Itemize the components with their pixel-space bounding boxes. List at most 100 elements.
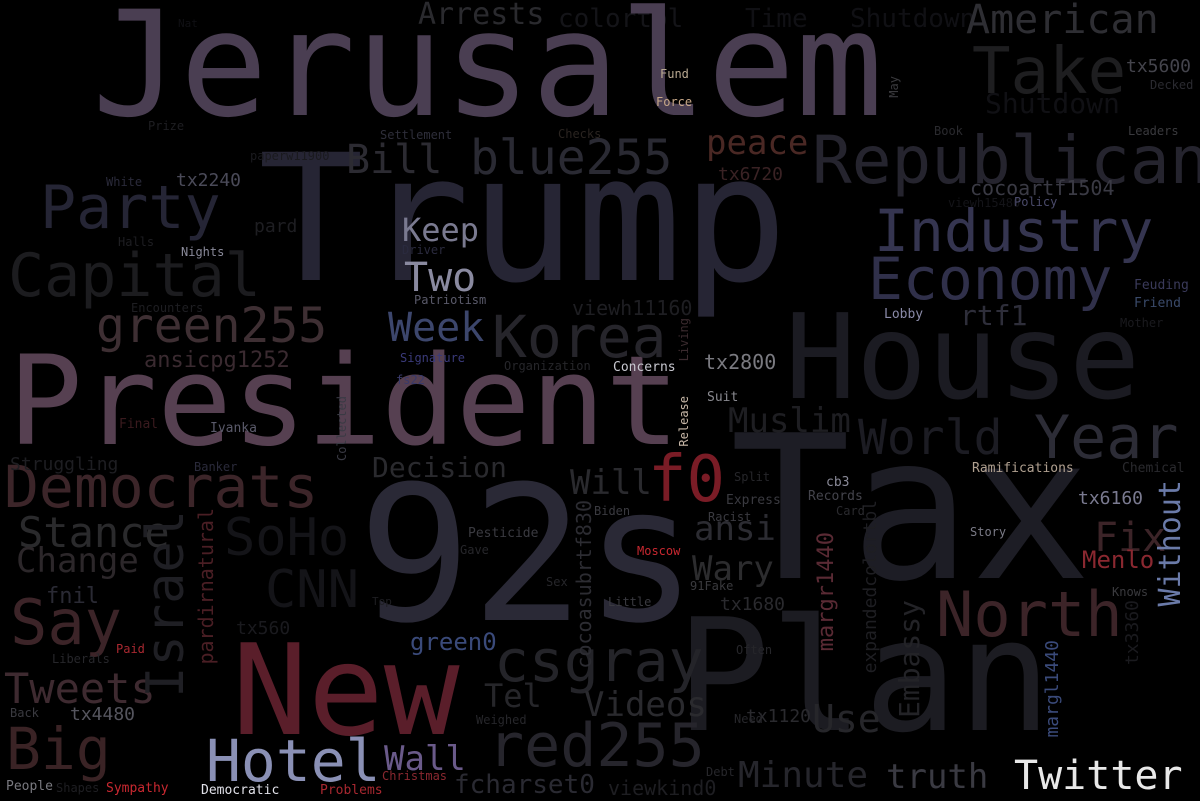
word-prize: Prize <box>148 119 185 133</box>
word-tweets: Tweets <box>4 664 156 713</box>
word-time: Time <box>745 4 808 34</box>
word-party: Party <box>40 173 221 243</box>
word-book: Book <box>934 124 963 138</box>
word-pesticide: Pesticide <box>468 526 539 541</box>
word-trump: Trump <box>258 117 788 322</box>
word-colortbl: colortbl <box>558 4 684 34</box>
word-debt: Debt <box>706 765 735 779</box>
word-rtf1: rtf1 <box>960 299 1028 332</box>
word-house: House <box>785 288 1141 426</box>
word-republican: Republican <box>812 122 1200 199</box>
word-cocoartf1504: cocoartf1504 <box>970 176 1115 200</box>
word-card: Card <box>836 504 865 518</box>
word-ansi: ansi <box>694 509 776 549</box>
word-shapes: Shapes <box>56 781 100 795</box>
word-margl1440: tx3360 <box>1122 600 1143 666</box>
word-say: Say <box>10 586 122 659</box>
word-settlement: Settlement <box>380 128 453 142</box>
word-week: Week <box>388 305 485 351</box>
word-expandedcolortbl: pardirnatural <box>194 508 218 665</box>
word-capital: Capital <box>8 241 261 311</box>
word-often: Often <box>736 643 773 657</box>
word-organization: Organization <box>504 359 591 373</box>
word-will: Will <box>570 463 652 503</box>
word-ansicpg1252: ansicpg1252 <box>144 348 290 373</box>
word-tx3360: expandedcolortbl <box>860 500 881 674</box>
word-stance: Stance <box>18 508 170 557</box>
word-minute: Minute <box>738 755 869 796</box>
word-world: World <box>858 410 1003 466</box>
word-truth: truth <box>886 757 989 797</box>
word-split: Split <box>734 470 771 484</box>
word-green0: green0 <box>410 628 497 656</box>
word-tx5600: tx5600 <box>1126 56 1192 77</box>
word-release: Final <box>119 417 159 432</box>
word-viewkind0: viewkind0 <box>608 776 717 800</box>
word-problems: Problems <box>320 783 383 798</box>
word-tx1680: tx1680 <box>720 594 786 615</box>
word-take: Take <box>972 35 1127 109</box>
word-new: New <box>232 617 460 764</box>
word-tx6720: tx6720 <box>718 164 784 185</box>
word-92s: 92s <box>358 446 698 665</box>
word-tx4480: tx4480 <box>70 704 136 725</box>
word-soho: SoHo <box>224 508 350 568</box>
word-tax: Tax <box>730 393 1092 626</box>
word-wary: Wary <box>692 549 774 589</box>
word-shutdown: Shutdown <box>985 87 1120 120</box>
word-fnil: fnil <box>46 584 99 609</box>
word-use: Use <box>812 697 881 741</box>
word-final: Living <box>677 318 691 362</box>
word-paid: Paid <box>116 642 145 656</box>
word-big: Big <box>6 715 111 783</box>
word-91fake: 91Fake <box>690 579 734 593</box>
word-plan: Plan <box>676 585 1052 767</box>
word-fs22: fs22 <box>396 373 425 387</box>
word-people: People <box>6 779 53 794</box>
word-collected: Banker <box>194 460 238 474</box>
word-tx6160: tx6160 <box>1078 488 1144 509</box>
word-change: Change <box>16 541 139 581</box>
word-patriotism: Patriotism <box>414 293 487 307</box>
word-wall: Wall <box>384 739 466 779</box>
word-top: Top <box>372 595 392 608</box>
word-keep: Keep <box>402 211 480 249</box>
word-bill: Bill <box>346 137 443 183</box>
word-pardirnatural: cocoasubrtf830 <box>572 500 596 669</box>
word-signature: Signature <box>400 351 466 365</box>
word-concerns: Concerns <box>613 360 676 375</box>
word-tx560: tx560 <box>236 618 291 639</box>
word-white: White <box>106 175 143 189</box>
word-csgray: csgray <box>494 627 704 695</box>
word-banker: Collected <box>335 396 349 462</box>
word-hotel: Hotel <box>206 727 381 795</box>
word-fix: Fix <box>1094 515 1167 561</box>
word-peace: peace <box>706 123 809 163</box>
word-records: Records <box>808 489 863 504</box>
word-friend: Friend <box>1134 296 1181 311</box>
word-embassy: Embassy <box>893 600 926 719</box>
word-muslim: Muslim <box>728 401 851 441</box>
word-little: Little <box>608 595 652 609</box>
word-pard: pard <box>254 216 298 237</box>
word-jerusalem: Jerusalem <box>92 0 884 150</box>
word-moscow: Moscow <box>637 544 681 558</box>
word-story: Story <box>970 525 1007 539</box>
word-without: Without <box>1153 480 1188 607</box>
word-tx2240: tx2240 <box>176 170 242 191</box>
word-industry: Industry <box>874 197 1154 265</box>
word-force: Force <box>656 95 693 109</box>
word-knows: Knows <box>1112 585 1149 599</box>
word-sympathy: Sympathy <box>106 781 169 796</box>
word-tel: Tel <box>484 677 542 715</box>
word-encounters: Encounters <box>131 301 204 315</box>
word-f0: f0 <box>648 443 726 517</box>
word-nights: Nights <box>181 245 225 259</box>
word-mother: Mother <box>1120 316 1164 330</box>
word-ramifications: Ramifications <box>972 461 1074 476</box>
word-tx2800: tx2800 <box>704 350 777 374</box>
word-red255: red255 <box>488 711 705 781</box>
word-viewh11160: viewh11160 <box>572 296 693 320</box>
word-decision: Decision <box>372 451 507 484</box>
